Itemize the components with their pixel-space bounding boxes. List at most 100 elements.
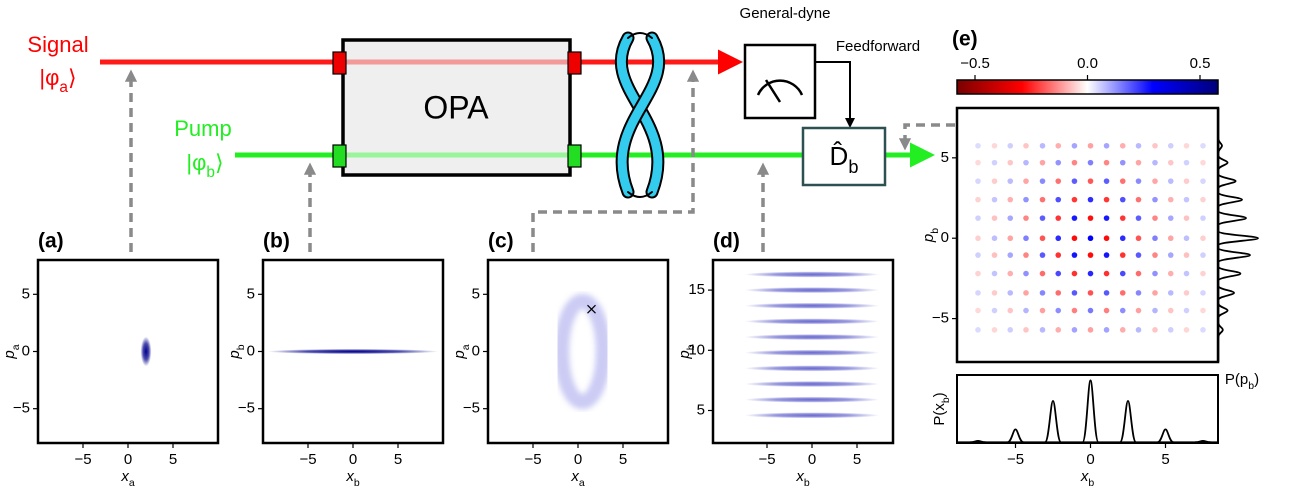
state-ring	[554, 293, 611, 410]
stripe	[744, 334, 880, 341]
wigner-dot	[1103, 196, 1110, 203]
wigner-dot	[1200, 252, 1206, 258]
wigner-dot	[1055, 290, 1062, 296]
wigner-dot	[975, 159, 981, 166]
text-part: P(x	[931, 403, 948, 426]
x-axis-label: xa	[570, 468, 585, 489]
plot-area	[267, 348, 439, 355]
wigner-dot	[1119, 252, 1126, 258]
text-part: |φ	[186, 150, 206, 175]
plot-area	[554, 293, 611, 410]
wigner-dot	[1152, 178, 1158, 184]
y-tick-label: −5	[932, 310, 949, 327]
wigner-dot	[1039, 307, 1046, 314]
y-tick-label: 5	[697, 401, 705, 418]
wigner-dot	[991, 178, 998, 184]
y-tick-label: −5	[238, 400, 255, 417]
wigner-dot	[1167, 307, 1174, 314]
y-tick-label: 0	[22, 342, 30, 359]
wigner-dot	[1071, 270, 1078, 277]
wigner-dot	[1103, 142, 1110, 149]
detector-label: General-dyne	[740, 5, 831, 22]
wigner-dot	[975, 196, 981, 203]
displacement-box	[801, 126, 887, 187]
wigner-dot	[1023, 142, 1029, 149]
wigner-dot	[1055, 215, 1062, 221]
wigner-dot	[1103, 159, 1110, 166]
text-part: x	[1080, 468, 1089, 485]
wigner-dot	[975, 252, 981, 258]
colorbar-tick-label: −0.5	[960, 55, 990, 72]
y-tick-label: 0	[941, 229, 949, 246]
wigner-dot	[1119, 142, 1126, 149]
wigner-dot	[1039, 290, 1046, 296]
stripe	[744, 396, 880, 403]
text-part: )	[931, 392, 948, 397]
text-part: P(p	[1225, 371, 1248, 388]
wigner-dot	[1200, 307, 1206, 314]
marginal-peak	[1217, 173, 1237, 189]
wigner-dot	[1023, 252, 1029, 258]
wigner-dot	[1119, 270, 1126, 277]
wigner-dot	[1183, 290, 1190, 296]
wigner-dot	[1135, 215, 1142, 221]
wigner-dot	[1071, 215, 1078, 221]
wigner-dot	[1023, 307, 1029, 314]
text-part: x	[795, 468, 804, 485]
x-axis-label: xb	[345, 468, 360, 489]
wigner-dot	[1071, 327, 1078, 333]
wigner-dot	[991, 235, 998, 242]
wigner-dot	[1200, 327, 1206, 333]
subscript: b	[929, 228, 941, 234]
wigner-dot	[991, 327, 998, 333]
meter-arc	[756, 79, 804, 96]
wigner-dot	[1023, 215, 1029, 221]
wigner-dot	[1087, 159, 1094, 166]
x-tick-label: −5	[74, 451, 91, 468]
x-tick-label: 5	[619, 451, 627, 468]
wigner-dot	[1039, 142, 1046, 149]
wigner-dot	[1119, 178, 1126, 184]
wigner-dot	[1087, 290, 1094, 296]
y-tick-label: 5	[247, 285, 255, 302]
y-tick-label: 10	[688, 341, 705, 358]
text-part: x	[120, 468, 129, 485]
plot-frame	[261, 258, 445, 445]
wigner-dot	[1039, 178, 1046, 184]
text-part: x	[570, 468, 579, 485]
wigner-dot	[991, 215, 998, 221]
wigner-dot	[1055, 327, 1062, 333]
x-tick-label: 5	[1161, 451, 1169, 468]
wigner-dot	[1183, 235, 1190, 242]
wigner-dot	[1119, 327, 1126, 333]
wigner-dot	[1007, 290, 1014, 296]
wigner-dot	[1200, 290, 1206, 296]
x-tick-label: 0	[808, 451, 816, 468]
text-part: p	[676, 350, 693, 359]
x-tick-label: 5	[853, 451, 861, 468]
plot-frame	[486, 258, 670, 445]
wigner-dot	[1119, 235, 1126, 242]
wigner-dot	[1152, 235, 1158, 242]
wigner-dot	[1023, 327, 1029, 333]
wigner-dot	[1087, 142, 1094, 149]
wigner-dot	[1183, 196, 1190, 203]
wigner-dot	[1167, 215, 1174, 221]
wigner-dot	[1167, 252, 1174, 258]
wigner-dot	[1007, 142, 1014, 149]
wigner-dot	[1135, 159, 1142, 166]
wigner-dot	[1007, 178, 1014, 184]
colorbar-tick-label: 0.0	[1077, 55, 1098, 72]
wigner-dot	[991, 290, 998, 296]
stripe	[744, 287, 880, 294]
signal-state: |φa⟩	[39, 65, 76, 96]
ribbon	[614, 31, 666, 199]
marginal-peak	[1119, 399, 1137, 444]
panel-label: (a)	[38, 230, 64, 253]
wigner-dot	[1152, 290, 1158, 296]
marginal-peak	[1217, 322, 1224, 337]
state-spot	[140, 336, 152, 367]
wigner-dot	[1103, 327, 1110, 333]
text-part: p	[226, 350, 243, 359]
wigner-dot	[1135, 270, 1142, 277]
